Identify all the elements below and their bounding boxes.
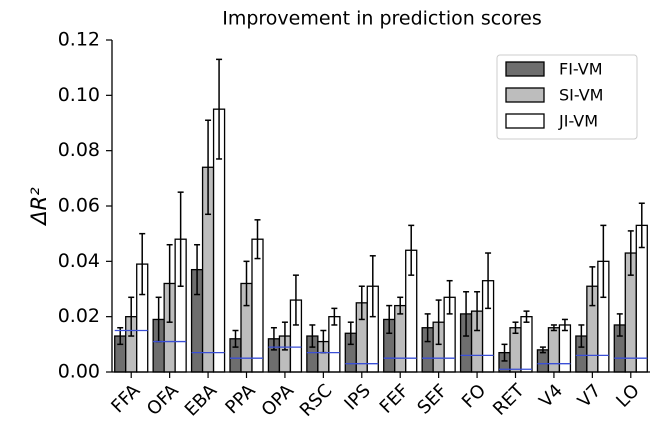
error-bar bbox=[254, 219, 261, 260]
legend-swatch bbox=[505, 113, 545, 129]
x-tick-label: FO bbox=[458, 380, 490, 412]
bar bbox=[547, 327, 561, 373]
x-tick-label: PPA bbox=[221, 380, 260, 419]
error-bar bbox=[331, 307, 338, 326]
error-bar bbox=[177, 191, 184, 287]
error-bar bbox=[194, 243, 201, 296]
error-bar bbox=[627, 230, 634, 276]
error-bar bbox=[166, 243, 173, 323]
error-bar bbox=[347, 321, 354, 346]
x-tick-label: V7 bbox=[574, 380, 606, 412]
y-tick-label: 0.00 bbox=[58, 361, 100, 383]
error-bar bbox=[501, 343, 508, 362]
x-tick-label: V4 bbox=[535, 380, 567, 412]
error-bar bbox=[485, 252, 492, 310]
x-tick-label: LO bbox=[612, 380, 644, 412]
error-bar bbox=[578, 324, 585, 348]
x-tick-label: OPA bbox=[258, 380, 299, 421]
legend-label: FI-VM bbox=[559, 60, 603, 79]
bar bbox=[509, 327, 522, 373]
legend-label: JI-VM bbox=[558, 112, 598, 131]
error-bar bbox=[243, 260, 250, 307]
bar bbox=[558, 324, 572, 373]
error-bar bbox=[139, 232, 146, 296]
error-bar bbox=[292, 274, 299, 326]
error-bar bbox=[446, 279, 453, 315]
error-bar bbox=[539, 346, 546, 354]
error-bar bbox=[561, 318, 568, 332]
error-bar bbox=[128, 296, 135, 337]
error-bar bbox=[616, 313, 623, 337]
error-bar bbox=[550, 324, 557, 332]
x-tick-label: FEF bbox=[376, 380, 414, 418]
x-tick-label: EBA bbox=[181, 380, 222, 421]
legend-swatch bbox=[505, 87, 545, 103]
y-tick-label: 0.10 bbox=[58, 84, 100, 106]
x-tick-label: RET bbox=[489, 380, 529, 420]
legend-label: SI-VM bbox=[559, 86, 603, 105]
x-tick-label: OFA bbox=[143, 380, 183, 420]
y-tick-label: 0.02 bbox=[58, 305, 100, 327]
error-bar bbox=[638, 202, 645, 249]
error-bar bbox=[309, 324, 316, 348]
error-bar bbox=[474, 291, 481, 332]
error-bar bbox=[589, 266, 596, 307]
x-tick-label: SEF bbox=[413, 380, 451, 418]
error-bar bbox=[600, 224, 607, 299]
error-bar bbox=[216, 58, 223, 160]
bar bbox=[394, 304, 407, 373]
error-bar bbox=[512, 321, 519, 335]
y-tick-label: 0.08 bbox=[58, 139, 100, 161]
error-bar bbox=[232, 329, 239, 348]
y-tick-label: 0.12 bbox=[58, 29, 100, 51]
error-bar bbox=[397, 296, 404, 315]
chart-title: Improvement in prediction scores bbox=[222, 8, 542, 30]
y-tick-label: 0.04 bbox=[58, 250, 100, 272]
error-bar bbox=[424, 313, 431, 343]
y-axis-label: ΔR² bbox=[27, 187, 51, 227]
error-bar bbox=[408, 224, 415, 276]
error-bar bbox=[205, 119, 212, 216]
error-bar bbox=[358, 285, 365, 321]
x-tick-label: FFA bbox=[107, 380, 145, 418]
error-bar bbox=[435, 299, 442, 346]
y-tick-label: 0.06 bbox=[58, 195, 100, 217]
legend-swatch bbox=[505, 61, 545, 77]
x-tick-label: RSC bbox=[296, 380, 337, 421]
error-bar bbox=[270, 326, 277, 351]
x-tick-label: IPS bbox=[340, 380, 374, 414]
error-bar bbox=[281, 321, 288, 351]
error-bar bbox=[523, 310, 530, 323]
error-bar bbox=[463, 291, 470, 337]
error-bar bbox=[386, 304, 393, 335]
error-bar bbox=[369, 255, 376, 318]
bar bbox=[520, 316, 533, 373]
